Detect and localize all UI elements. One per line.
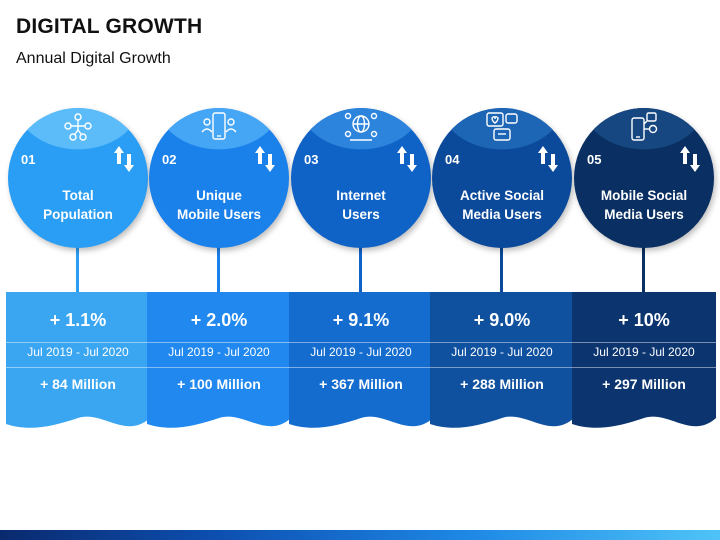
period-label: Jul 2019 - Jul 2020 — [593, 345, 695, 359]
metric-circle: 03 Internet Users — [291, 108, 431, 248]
people-network-icon — [60, 110, 96, 144]
circle-cap — [8, 108, 148, 172]
connector-line — [76, 240, 79, 292]
growth-column-03: 03 Internet Users + 9.1% Jul 2019 - Jul 2020… — [289, 0, 433, 540]
divider — [147, 367, 291, 368]
mobile-users-icon — [201, 110, 237, 144]
growth-column-04: 04 Active Social Media Users + 9.0% Jul 2019… — [430, 0, 574, 540]
internet-users-icon — [343, 110, 379, 144]
mobile-social-icon — [626, 110, 662, 144]
metric-label-line2: Media Users — [462, 207, 542, 222]
panel-wave-shape — [430, 292, 574, 428]
metric-label-line1: Active Social — [459, 188, 545, 203]
connector-line — [217, 240, 220, 292]
divider — [430, 367, 574, 368]
page-subtitle: Annual Digital Growth — [16, 50, 171, 67]
metric-label-line2: Users — [342, 207, 380, 222]
item-number: 02 — [162, 152, 177, 167]
page-title: DIGITAL GROWTH — [16, 15, 203, 38]
up-down-arrows-icon — [113, 144, 135, 174]
growth-column-01: 01 Total Population + 1.1% Jul 2019 - Jul 20… — [6, 0, 150, 540]
connector-line — [359, 240, 362, 292]
metric-circle: 02 Unique Mobile Users — [149, 108, 289, 248]
metric-panel: + 2.0% Jul 2019 - Jul 2020 + 100 Million — [147, 292, 291, 440]
metric-label-line2: Mobile Users — [176, 207, 262, 222]
divider — [147, 342, 291, 343]
panel-wave-shape — [147, 292, 291, 428]
metric-label-line2: Population — [43, 207, 113, 222]
period-label: Jul 2019 - Jul 2020 — [27, 345, 129, 359]
circle-cap — [149, 108, 289, 172]
metric-label-line1: Total — [62, 188, 94, 203]
panel-wave-shape — [572, 292, 716, 428]
growth-percent: + 1.1% — [49, 310, 107, 330]
metric-circle: 04 Active Social Media Users — [432, 108, 572, 248]
metric-label: Unique Mobile Users — [149, 186, 289, 224]
connector-line — [642, 240, 645, 292]
up-down-arrows-icon — [396, 144, 418, 174]
growth-percent: + 9.1% — [332, 310, 390, 330]
metric-label: Active Social Media Users — [432, 186, 572, 224]
up-down-arrows-icon — [254, 144, 276, 174]
metric-label: Internet Users — [291, 186, 431, 224]
item-number: 01 — [21, 152, 36, 167]
panel-wave-shape — [289, 292, 433, 428]
metric-label-line1: Internet — [336, 188, 386, 203]
up-down-arrows-icon — [537, 144, 559, 174]
divider — [430, 342, 574, 343]
item-number: 04 — [445, 152, 460, 167]
metric-label-line1: Mobile Social — [600, 188, 688, 203]
period-label: Jul 2019 - Jul 2020 — [451, 345, 553, 359]
item-number: 05 — [587, 152, 602, 167]
growth-column-05: 05 Mobile Social Media Users + 10% Jul 2019 … — [572, 0, 716, 540]
period-label: Jul 2019 - Jul 2020 — [310, 345, 412, 359]
metric-panel: + 9.0% Jul 2019 - Jul 2020 + 288 Million — [430, 292, 574, 440]
growth-amount: + 288 Million — [460, 376, 544, 392]
growth-amount: + 100 Million — [177, 376, 261, 392]
growth-column-02: 02 Unique Mobile Users + 2.0% Jul 2019 - Jul… — [147, 0, 291, 540]
metric-label: Mobile Social Media Users — [574, 186, 714, 224]
divider — [572, 367, 716, 368]
footer-bar — [0, 530, 720, 540]
metric-panel: + 10% Jul 2019 - Jul 2020 + 297 Million — [572, 292, 716, 440]
divider — [289, 367, 433, 368]
metric-panel: + 9.1% Jul 2019 - Jul 2020 + 367 Million — [289, 292, 433, 440]
metric-label-line2: Media Users — [604, 207, 684, 222]
metric-panel: + 1.1% Jul 2019 - Jul 2020 + 84 Million — [6, 292, 150, 440]
period-label: Jul 2019 - Jul 2020 — [168, 345, 270, 359]
up-down-arrows-icon — [679, 144, 701, 174]
divider — [6, 367, 150, 368]
divider — [6, 342, 150, 343]
divider — [572, 342, 716, 343]
growth-amount: + 297 Million — [602, 376, 686, 392]
growth-percent: + 9.0% — [473, 310, 531, 330]
divider — [289, 342, 433, 343]
growth-percent: + 2.0% — [190, 310, 248, 330]
growth-amount: + 84 Million — [40, 376, 116, 392]
item-number: 03 — [304, 152, 319, 167]
growth-percent: + 10% — [618, 310, 670, 330]
metric-label: Total Population — [8, 186, 148, 224]
metric-circle: 05 Mobile Social Media Users — [574, 108, 714, 248]
circle-cap — [291, 108, 431, 172]
circle-cap — [432, 108, 572, 172]
panel-wave-shape — [6, 292, 150, 428]
metric-circle: 01 Total Population — [8, 108, 148, 248]
circle-cap — [574, 108, 714, 172]
connector-line — [500, 240, 503, 292]
growth-amount: + 367 Million — [319, 376, 403, 392]
metric-label-line1: Unique — [196, 188, 242, 203]
social-media-icon — [484, 110, 520, 144]
